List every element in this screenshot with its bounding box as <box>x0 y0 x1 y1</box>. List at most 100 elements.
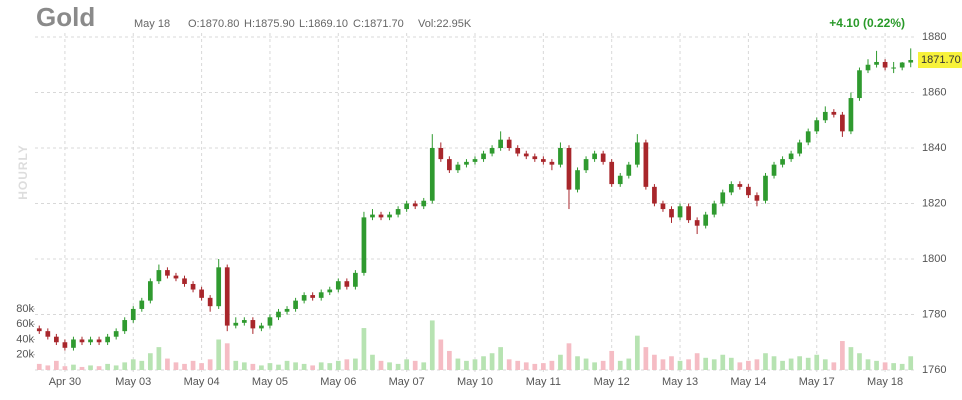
volume-bar <box>506 359 512 370</box>
candle-body <box>583 159 589 171</box>
y-tick-label: 1880 <box>922 31 946 43</box>
candle-body <box>233 322 239 326</box>
volume-bar <box>532 363 538 370</box>
y-tick-label: 1860 <box>922 86 946 98</box>
volume-bar <box>814 354 820 370</box>
candle-body <box>455 164 461 171</box>
candle-body <box>532 156 538 160</box>
candle-body <box>156 270 162 282</box>
volume-bar <box>566 343 572 370</box>
candle-body <box>694 220 700 226</box>
header-volume: Vol:22.95K <box>418 18 472 30</box>
volume-bar <box>96 366 102 370</box>
x-tick-label: May 12 <box>594 376 630 388</box>
volume-bar <box>763 353 768 370</box>
volume-bar <box>737 362 743 370</box>
volume-tick-label: 40k <box>16 333 34 345</box>
volume-bar <box>233 360 239 370</box>
candle-body <box>498 139 503 148</box>
volume-bar <box>677 360 683 370</box>
candle-body <box>617 175 623 185</box>
volume-bar <box>455 358 461 370</box>
chart-title: Gold <box>36 2 95 32</box>
y-tick-label: 1840 <box>922 142 946 154</box>
candle-body <box>113 331 119 337</box>
volume-bar <box>481 356 486 370</box>
candle-body <box>190 283 196 290</box>
volume-bar <box>711 359 717 370</box>
volume-bar <box>335 360 341 370</box>
volume-bar <box>822 359 828 370</box>
candle-body <box>643 142 649 187</box>
candle-body <box>626 164 632 176</box>
candle-body <box>378 214 384 218</box>
candle-body <box>130 308 136 321</box>
candle-body <box>686 206 691 221</box>
volume-bar <box>754 359 760 370</box>
candle-body <box>822 111 828 121</box>
candle-body <box>874 61 879 65</box>
candle-body <box>139 300 145 309</box>
volume-bar <box>327 363 333 370</box>
candle-body <box>489 148 495 154</box>
volume-bar <box>472 359 478 370</box>
volume-bar <box>276 364 281 370</box>
candle-body <box>353 272 358 287</box>
last-price-box <box>918 52 962 69</box>
candle-body <box>387 214 392 218</box>
candle-body <box>788 153 794 160</box>
candle-body <box>780 159 785 165</box>
volume-bar <box>643 347 649 370</box>
candle-body <box>216 267 222 307</box>
volume-bar <box>344 359 350 370</box>
volume-bar <box>190 360 196 370</box>
volume-bar <box>882 362 888 370</box>
candle-body <box>447 159 452 171</box>
volume-bar <box>45 365 51 370</box>
candle-body <box>541 159 546 162</box>
volume-bar <box>575 356 580 370</box>
candle-body <box>395 209 401 215</box>
volume-bar <box>728 357 734 370</box>
volume-bar <box>652 354 657 370</box>
candle-body <box>840 114 845 132</box>
candle-body <box>96 339 102 343</box>
volume-bar <box>165 358 170 370</box>
candle-body <box>669 209 674 218</box>
volume-bar <box>259 365 264 370</box>
candle-body <box>848 98 854 132</box>
volume-bar <box>62 366 68 370</box>
candle-body <box>523 153 529 157</box>
volume-bar <box>634 335 640 370</box>
volume-bar <box>182 363 187 370</box>
candle-body <box>62 342 68 348</box>
x-tick-label: May 11 <box>526 376 561 388</box>
volume-bar <box>609 350 615 370</box>
volume-bar <box>720 354 726 370</box>
candle-body <box>429 148 435 201</box>
candle-body <box>165 270 170 276</box>
candle-body <box>71 339 76 348</box>
y-tick-label: 1760 <box>922 364 946 376</box>
volume-bar <box>694 353 700 370</box>
candle-body <box>831 111 837 115</box>
volume-bar <box>412 360 418 370</box>
volume-bar <box>387 362 392 370</box>
candle-body <box>515 148 521 154</box>
header-open: O:1870.80 <box>188 18 239 30</box>
volume-bar <box>840 341 845 370</box>
x-tick-label: May 03 <box>115 376 151 388</box>
candle-body <box>224 267 230 326</box>
volume-bar <box>122 362 128 370</box>
volume-bar <box>523 362 529 370</box>
candle-body <box>746 186 751 196</box>
volume-bar <box>224 343 230 370</box>
candle-body <box>814 120 820 132</box>
candle-body <box>122 320 128 332</box>
header-low: L:1869.10 <box>299 18 348 30</box>
volume-bar <box>583 358 589 370</box>
volume-bar <box>549 360 555 370</box>
volume-bar <box>874 360 879 370</box>
volume-bar <box>848 347 854 370</box>
